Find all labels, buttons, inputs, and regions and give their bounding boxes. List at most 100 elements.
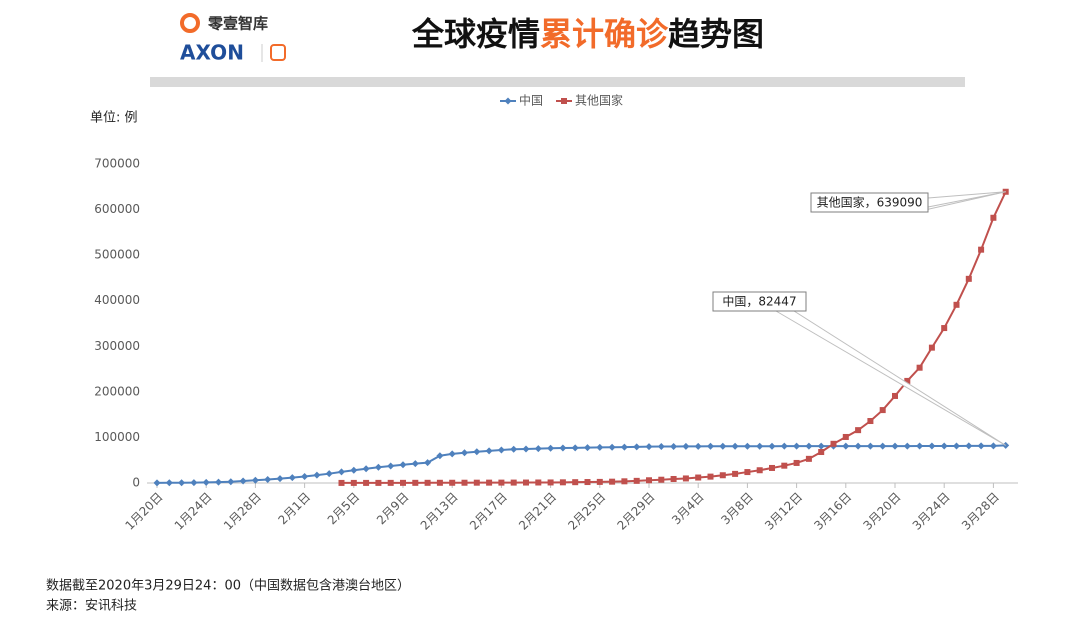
note: 数据截至2020年3月29日24：00（中国数据包含港澳台地区） [46, 578, 410, 594]
point [744, 469, 751, 476]
point [424, 459, 432, 467]
point [940, 442, 948, 450]
chart-title: 全球疫情累计确诊趋势图 [411, 15, 764, 53]
point [362, 465, 370, 473]
point [756, 442, 764, 450]
point [817, 442, 825, 450]
point [805, 455, 812, 462]
point [584, 479, 591, 486]
logo-icon [180, 13, 200, 33]
point [313, 471, 321, 479]
title-part: 全球疫情 [411, 15, 540, 53]
point [941, 325, 948, 332]
point [842, 442, 850, 450]
point [719, 472, 726, 479]
callout-box [712, 291, 807, 312]
point [731, 442, 739, 450]
point [375, 479, 382, 486]
point [178, 479, 186, 487]
point [682, 475, 689, 482]
logo-mark [270, 44, 286, 61]
point [854, 442, 862, 450]
point [866, 442, 874, 450]
point [485, 447, 493, 455]
point [486, 479, 493, 486]
point [436, 479, 443, 486]
point [448, 450, 456, 458]
point [251, 476, 259, 484]
point [239, 477, 247, 485]
point [510, 445, 518, 453]
point [830, 440, 837, 447]
point [989, 442, 997, 450]
point [990, 214, 997, 221]
point [325, 470, 333, 478]
point [153, 479, 161, 487]
y-tick-label: 0 [132, 476, 140, 490]
point [953, 442, 960, 450]
point [670, 442, 678, 450]
point [436, 452, 444, 460]
legend-marker [504, 97, 512, 105]
point [473, 479, 480, 486]
y-tick-label: 100000 [94, 430, 140, 444]
point [633, 443, 641, 451]
point [743, 442, 751, 450]
point [559, 479, 566, 486]
point [781, 462, 788, 469]
point [534, 445, 542, 453]
point [658, 476, 665, 483]
point [350, 466, 358, 474]
point [190, 479, 198, 487]
point [596, 478, 603, 485]
y-tick-label: 200000 [94, 384, 140, 398]
legend-label: 其他国家 [575, 93, 623, 108]
point [769, 464, 775, 471]
point [264, 475, 272, 483]
point [707, 442, 714, 450]
point [633, 477, 640, 484]
point [916, 364, 923, 371]
point [596, 443, 604, 451]
point [497, 446, 505, 454]
legend-marker [561, 98, 567, 104]
point [818, 449, 825, 456]
point [399, 461, 407, 469]
point [535, 479, 542, 486]
point [657, 443, 665, 451]
point [793, 459, 800, 466]
point [202, 478, 210, 486]
point [288, 474, 296, 482]
point [793, 442, 801, 450]
point [904, 377, 911, 384]
y-tick-label: 700000 [94, 157, 140, 171]
point [276, 475, 284, 483]
point [645, 443, 653, 451]
point [646, 477, 652, 484]
point [461, 449, 468, 457]
point [694, 442, 702, 450]
point [473, 448, 481, 456]
point [461, 479, 468, 486]
point [584, 444, 591, 452]
point [424, 479, 431, 486]
point [916, 442, 924, 450]
point [892, 392, 898, 399]
point [165, 479, 173, 487]
point [411, 460, 419, 468]
point [928, 442, 936, 450]
point [965, 275, 972, 282]
point [621, 478, 628, 485]
y-tick-label: 300000 [94, 339, 140, 353]
point [227, 478, 235, 486]
point [953, 301, 960, 308]
point [547, 479, 554, 486]
point [719, 442, 727, 450]
point [387, 479, 394, 486]
point [805, 442, 813, 450]
point [449, 479, 456, 486]
point [374, 463, 382, 471]
point [842, 433, 849, 440]
